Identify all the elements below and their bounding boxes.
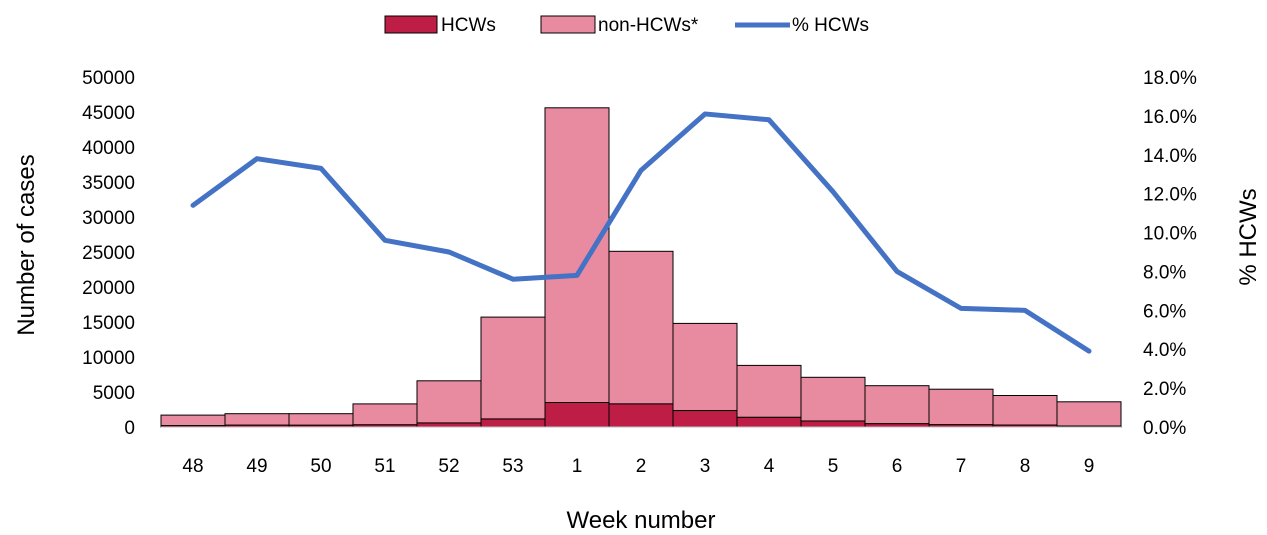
- right-axis-ticks: 0.0% 2.0% 4.0% 6.0% 8.0% 10.0% 12.0% 14.0% 16.0%…: [1143, 68, 1197, 439]
- y-tick-label: 10000: [82, 348, 135, 369]
- legend-label-non-hcws: non-HCWs*: [598, 15, 699, 36]
- x-tick-label: 9: [1084, 456, 1095, 477]
- legend-swatch-hcws: [384, 15, 438, 34]
- y-tick-label: 45000: [82, 103, 135, 124]
- x-tick-label: 4: [764, 456, 775, 477]
- x-tick-label: 7: [956, 456, 967, 477]
- bar-hcws: [736, 416, 802, 428]
- y-tick-label: 50000: [82, 68, 135, 89]
- bar-non-hcws: [416, 380, 482, 424]
- bar-non-hcws: [928, 388, 994, 426]
- bar-hcws: [800, 420, 866, 428]
- bar-non-hcws: [288, 413, 354, 426]
- x-tick-label: 2: [636, 456, 647, 477]
- y2-tick-label: 10.0%: [1143, 224, 1197, 245]
- bar-non-hcws: [800, 376, 866, 422]
- y-tick-label: 30000: [82, 208, 135, 229]
- legend-label-hcws: HCWs: [441, 15, 496, 36]
- bar-non-hcws: [736, 364, 802, 418]
- y2-axis-title: % HCWs: [1235, 188, 1262, 285]
- legend: HCWs non-HCWs* % HCWs: [384, 15, 869, 36]
- pct-hcws-line: [190, 111, 1092, 354]
- bar-non-hcws: [1056, 401, 1122, 427]
- bar-hcws: [480, 418, 546, 428]
- x-tick-label: 49: [246, 456, 267, 477]
- bar-hcws: [672, 410, 738, 428]
- y2-tick-label: 18.0%: [1143, 68, 1197, 89]
- x-tick-label: 1: [572, 456, 583, 477]
- x-tick-label: 53: [502, 456, 523, 477]
- x-tick-label: 48: [182, 456, 203, 477]
- bars: [160, 107, 1122, 428]
- bar-non-hcws: [160, 414, 226, 427]
- y-tick-label: 20000: [82, 278, 135, 299]
- y-tick-label: 5000: [93, 383, 135, 404]
- x-tick-label: 50: [310, 456, 331, 477]
- y2-tick-label: 4.0%: [1143, 340, 1186, 361]
- bar-hcws: [608, 403, 674, 428]
- legend-swatch-non-hcws: [540, 15, 596, 34]
- y-axis-title: Number of cases: [13, 154, 40, 335]
- bar-non-hcws: [544, 107, 610, 404]
- left-axis-ticks: 0 5000 10000 15000 20000 25000 30000 35000 40000…: [82, 68, 135, 439]
- y2-tick-label: 14.0%: [1143, 146, 1197, 167]
- bar-non-hcws: [224, 413, 290, 426]
- bar-non-hcws: [672, 322, 738, 412]
- x-tick-label: 5: [828, 456, 839, 477]
- bar-non-hcws: [864, 385, 930, 425]
- y2-tick-label: 0.0%: [1143, 418, 1186, 439]
- x-axis-ticks: 48 49 50 51 52 53 1 2 3 4 5 6 7 8 9: [182, 456, 1094, 477]
- x-tick-label: 52: [438, 456, 459, 477]
- x-axis-title: Week number: [567, 507, 716, 534]
- bar-hcws: [416, 422, 482, 428]
- x-tick-label: 3: [700, 456, 711, 477]
- legend-label-pct-hcws: % HCWs: [792, 15, 869, 36]
- y2-tick-label: 16.0%: [1143, 107, 1197, 128]
- x-tick-label: 51: [374, 456, 395, 477]
- y2-tick-label: 6.0%: [1143, 301, 1186, 322]
- y-tick-label: 0: [124, 418, 135, 439]
- bar-non-hcws: [608, 250, 674, 405]
- y2-tick-label: 8.0%: [1143, 262, 1186, 283]
- y-tick-label: 35000: [82, 173, 135, 194]
- y-tick-label: 15000: [82, 313, 135, 334]
- y2-tick-label: 12.0%: [1143, 185, 1197, 206]
- bar-non-hcws: [480, 316, 546, 420]
- bar-non-hcws: [992, 395, 1058, 426]
- y-tick-label: 25000: [82, 243, 135, 264]
- bar-non-hcws: [352, 403, 418, 426]
- y2-tick-label: 2.0%: [1143, 379, 1186, 400]
- y-tick-label: 40000: [82, 138, 135, 159]
- x-tick-label: 8: [1020, 456, 1031, 477]
- x-tick-label: 6: [892, 456, 903, 477]
- bar-hcws: [544, 402, 610, 428]
